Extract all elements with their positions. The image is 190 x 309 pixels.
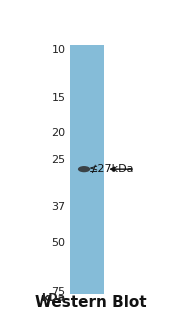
Text: 20: 20 <box>51 128 66 138</box>
Text: 15: 15 <box>51 94 66 104</box>
Text: 25: 25 <box>51 155 66 165</box>
Bar <box>70 45 104 294</box>
Text: ≰27kDa: ≰27kDa <box>89 164 134 174</box>
Text: kDa: kDa <box>41 293 66 303</box>
Ellipse shape <box>78 166 90 172</box>
Text: 75: 75 <box>51 287 66 297</box>
Text: 50: 50 <box>51 238 66 248</box>
Text: 37: 37 <box>51 202 66 212</box>
Text: 10: 10 <box>51 45 66 55</box>
Text: Western Blot: Western Blot <box>35 295 147 309</box>
